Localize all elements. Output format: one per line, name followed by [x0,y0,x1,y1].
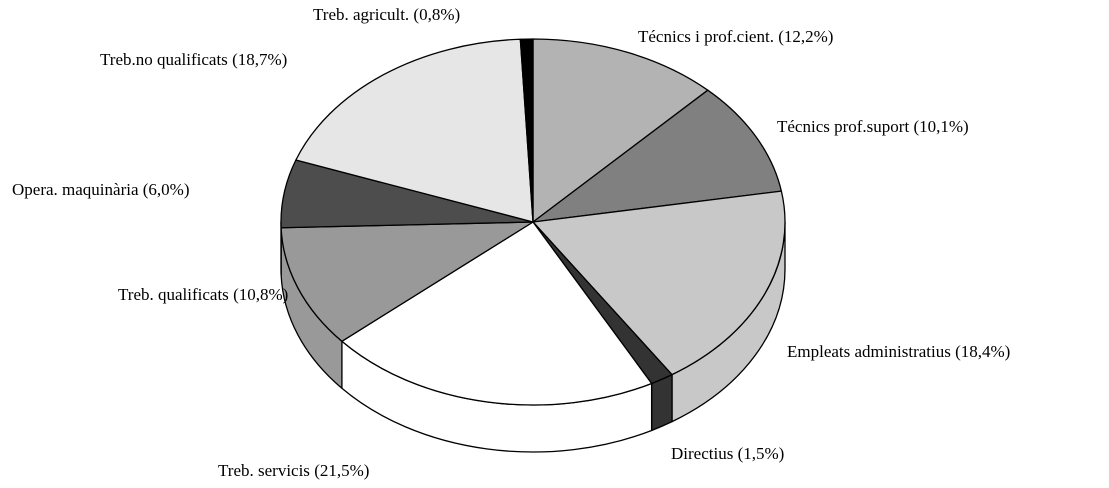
category-name: Técnics i prof.cient. [638,27,774,46]
pie-slice [341,221,653,406]
slice-label: Treb. qualificats (10,8%) [118,285,288,304]
pie-tops [280,38,786,406]
value-label: (12,2%) [778,27,833,46]
category-name: Empleats administratius [787,342,951,361]
slice-label: Empleats administratius (18,4%) [787,342,1010,361]
pie-sides [280,221,786,453]
category-name: Treb.no qualificats [100,50,228,69]
pie-slice [532,89,783,223]
slice-label: Directius (1,5%) [671,444,784,463]
category-name: Treb. qualificats [118,285,229,304]
value-label: (18,7%) [232,50,287,69]
slice-label: Técnics i prof.cient. (12,2%) [638,27,833,46]
slice-label: Treb. agricult. (0,8%) [313,5,460,24]
value-label: (1,5%) [738,444,785,463]
category-name: Técnics prof.suport [777,117,909,136]
pie-slice [295,38,534,223]
pie-slice [519,38,534,223]
value-label: (18,4%) [955,342,1010,361]
value-label: (0,8%) [413,5,460,24]
pie-slice [532,38,709,223]
category-name: Treb. agricult. [313,5,409,24]
value-label: (6,0%) [143,180,190,199]
labels: Técnics i prof.cient. (12,2%) Técnics pro… [12,5,1010,480]
slice-label: Treb.no qualificats (18,7%) [100,50,287,69]
slice-label: Treb. servicis (21,5%) [218,461,369,480]
pie-slice [280,221,534,342]
value-label: (10,8%) [233,285,288,304]
slice-label: Opera. maquinària (6,0%) [12,180,189,199]
category-name: Directius [671,444,733,463]
category-name: Treb. servicis [218,461,310,480]
category-name: Opera. maquinària [12,180,139,199]
slice-label: Técnics prof.suport (10,1%) [777,117,969,136]
value-label: (10,1%) [913,117,968,136]
pie-slice [532,190,786,376]
value-label: (21,5%) [314,461,369,480]
pie-side [650,373,673,432]
